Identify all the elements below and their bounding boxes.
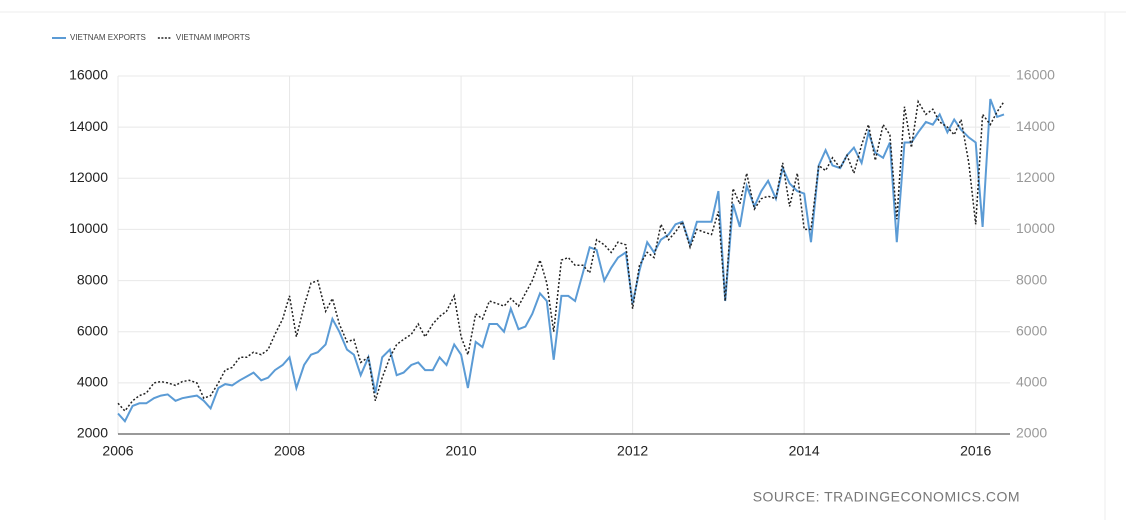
y-tick-label: 14000 (69, 118, 108, 134)
series-line (117, 99, 1005, 413)
y-tick-label: 10000 (69, 220, 108, 236)
y2-tick-label: 16000 (1016, 67, 1055, 83)
y-tick-label: 4000 (77, 374, 108, 390)
legend-label: VIETNAM IMPORTS (176, 33, 250, 42)
x-tick-label: 2014 (789, 443, 820, 459)
y2-tick-label: 6000 (1016, 322, 1047, 338)
x-tick-label: 2012 (617, 443, 648, 459)
y-tick-label: 8000 (77, 271, 108, 287)
y-tick-label: 16000 (69, 67, 108, 83)
x-tick-label: 2006 (102, 443, 133, 459)
y-tick-label: 2000 (77, 425, 108, 441)
y2-tick-label: 14000 (1016, 118, 1055, 134)
y-tick-label: 6000 (77, 322, 108, 338)
x-tick-label: 2016 (960, 443, 991, 459)
y2-tick-label: 12000 (1016, 169, 1055, 185)
y2-tick-label: 4000 (1016, 374, 1047, 390)
x-tick-label: 2008 (274, 443, 305, 459)
y2-tick-label: 10000 (1016, 220, 1055, 236)
legend-label: VIETNAM EXPORTS (70, 33, 146, 42)
series-line (117, 98, 1005, 423)
y2-tick-label: 8000 (1016, 271, 1047, 287)
source: SOURCE: TRADINGECONOMICS.COM (753, 489, 1020, 505)
y-tick-label: 12000 (69, 169, 108, 185)
x-tick-label: 2010 (445, 443, 476, 459)
y2-tick-label: 2000 (1016, 425, 1047, 441)
